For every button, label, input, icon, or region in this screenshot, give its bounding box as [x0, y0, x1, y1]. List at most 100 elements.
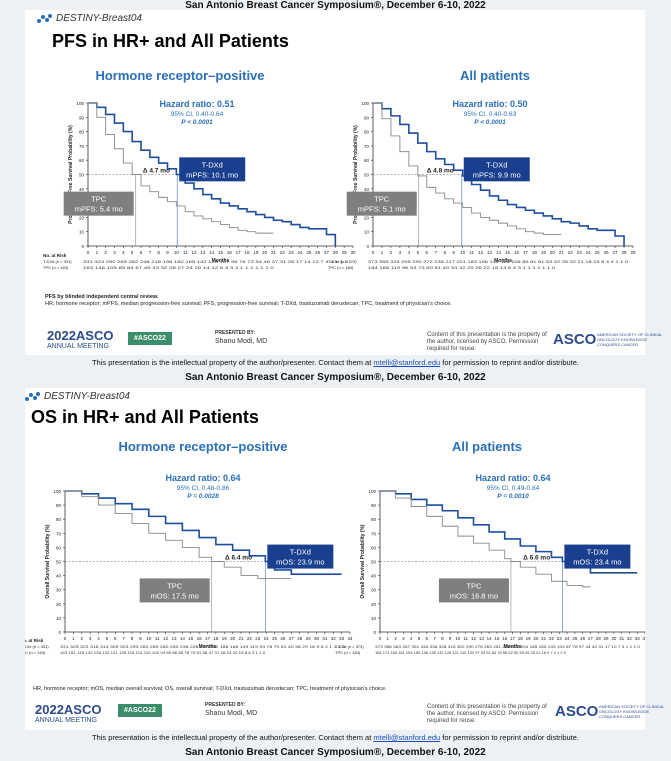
x-tick-label: 32	[331, 636, 337, 641]
hashtag-badge: #ASCO22	[128, 332, 172, 345]
os-slide: DESTINY-Breast04 OS in HR+ and All Patie…	[25, 388, 664, 730]
ip-email-link[interactable]: mtelli@stanford.edu	[373, 358, 441, 367]
x-tick-label: 25	[572, 636, 578, 641]
abbrev-note-bold: PFS by blinded independent central revie…	[45, 294, 159, 300]
x-tick-label: 23	[255, 636, 261, 641]
x-tick-label: 29	[630, 250, 636, 255]
y-tick-label: 80	[56, 517, 62, 522]
x-axis-label: Months	[212, 258, 230, 264]
x-tick-label: 27	[324, 250, 330, 255]
x-tick-label: 14	[209, 250, 215, 255]
x-tick-label: 22	[549, 636, 555, 641]
x-tick-label: 15	[505, 250, 511, 255]
tpc-median-box	[139, 578, 210, 603]
x-tick-label: 6	[426, 250, 429, 255]
x-tick-label: 10	[455, 636, 461, 641]
chart-subtitle: All patients	[460, 68, 530, 83]
x-tick-label: 10	[460, 250, 466, 255]
x-tick-label: 16	[227, 250, 233, 255]
x-tick-label: 27	[289, 636, 295, 641]
x-tick-label: 11	[463, 636, 468, 641]
risk-title: No. at Risk	[25, 638, 44, 643]
abbrev-line: HR, hormone receptor; mOS, median overal…	[33, 686, 387, 692]
x-tick-label: 6	[114, 636, 117, 641]
x-tick-label: 0	[87, 250, 90, 255]
y-tick-label: 40	[364, 187, 370, 192]
y-tick-label: 70	[79, 144, 85, 149]
x-tick-label: 20	[550, 250, 556, 255]
tpc-box-median: mOS: 16.8 mo	[450, 591, 498, 600]
y-tick-label: 10	[371, 616, 377, 621]
y-tick-label: 0	[366, 244, 369, 249]
y-tick-label: 60	[371, 545, 377, 550]
p-value: P = 0.0028	[187, 493, 219, 500]
x-tick-label: 18	[213, 636, 219, 641]
risk-tpc-label: TPC (n = 184)	[328, 265, 354, 270]
study-name: DESTINY-Breast04	[44, 391, 130, 402]
x-tick-label: 33	[635, 636, 641, 641]
x-tick-label: 9	[166, 250, 169, 255]
abbrev-line: HR, hormone receptor; mPFS, median progr…	[45, 301, 452, 307]
x-tick-label: 12	[478, 250, 484, 255]
x-tick-label: 4	[97, 636, 100, 641]
delta-label: Δ 4.8 mo	[427, 168, 454, 175]
y-tick-label: 60	[79, 158, 85, 163]
y-tick-label: 70	[371, 531, 377, 536]
x-tick-label: 20	[533, 636, 539, 641]
y-tick-label: 80	[371, 517, 377, 522]
chart-subtitle: All patients	[452, 439, 522, 454]
x-tick-label: 30	[350, 250, 356, 255]
risk-tdxd-values: 373 365 325 295 290 272 238 217 201 183 …	[368, 260, 628, 264]
x-tick-label: 17	[236, 250, 242, 255]
study-logo-icon	[37, 13, 52, 24]
x-tick-label: 31	[322, 636, 328, 641]
x-tick-label: 8	[443, 250, 446, 255]
x-tick-label: 19	[253, 250, 259, 255]
x-tick-label: 9	[139, 636, 142, 641]
copyright-note: Content of this presentation is the prop…	[427, 332, 547, 352]
asco-tagline: AMERICAN SOCIETY OF CLINICAL ONCOLOGY KN…	[597, 332, 663, 347]
x-tick-label: 6	[140, 250, 143, 255]
x-tick-label: 26	[604, 250, 610, 255]
meeting-name: ASCO	[63, 702, 102, 717]
risk-tdxd-label: T-DXd (n = 331)	[25, 644, 49, 649]
tpc-curve	[373, 102, 562, 236]
x-axis-label: Months	[504, 644, 522, 650]
risk-tpc-values: 163 151 145 143 136 133 131 125 118 114 …	[60, 651, 265, 655]
risk-tdxd-label: T-DXd (n = 373)	[328, 259, 357, 264]
x-tick-label: 29	[306, 636, 312, 641]
x-tick-label: 6	[426, 636, 429, 641]
x-tick-label: 15	[188, 636, 194, 641]
tpc-box-label: TPC	[167, 581, 183, 590]
hazard-ratio: Hazard ratio: 0.51	[159, 99, 234, 109]
x-tick-label: 21	[559, 250, 565, 255]
x-tick-label: 1	[381, 250, 384, 255]
x-tick-label: 3	[399, 250, 402, 255]
x-tick-label: 28	[596, 636, 602, 641]
hazard-ratio: Hazard ratio: 0.64	[165, 473, 240, 483]
x-tick-label: 29	[342, 250, 348, 255]
y-axis-label: Progression-Free Survival Probability (%…	[353, 125, 359, 224]
x-tick-label: 28	[297, 636, 303, 641]
y-tick-label: 90	[79, 115, 85, 120]
x-tick-label: 32	[627, 636, 633, 641]
x-tick-label: 17	[523, 250, 529, 255]
ip-email-link[interactable]: mtelli@stanford.edu	[373, 733, 441, 742]
asco-logo: ASCO AMERICAN SOCIETY OF CLINICAL ONCOLOG…	[555, 703, 664, 720]
study-logo: DESTINY-Breast04	[25, 391, 130, 402]
slide-title: OS in HR+ and All Patients	[31, 407, 259, 427]
y-tick-label: 40	[79, 187, 85, 192]
ip-prefix: This presentation is the intellectual pr…	[91, 358, 374, 367]
x-tick-label: 7	[122, 636, 125, 641]
x-tick-label: 17	[205, 636, 211, 641]
y-tick-label: 60	[56, 545, 62, 550]
tdxd-box-label: T-DXd	[202, 160, 223, 169]
x-tick-label: 18	[518, 636, 524, 641]
tdxd-median-box	[267, 544, 334, 569]
x-tick-label: 1	[387, 636, 390, 641]
x-tick-label: 7	[149, 250, 152, 255]
hazard-ratio: Hazard ratio: 0.64	[475, 473, 550, 483]
x-tick-label: 1	[96, 250, 99, 255]
tdxd-box-median: mOS: 23.4 mo	[573, 558, 621, 567]
y-tick-label: 90	[56, 503, 62, 508]
